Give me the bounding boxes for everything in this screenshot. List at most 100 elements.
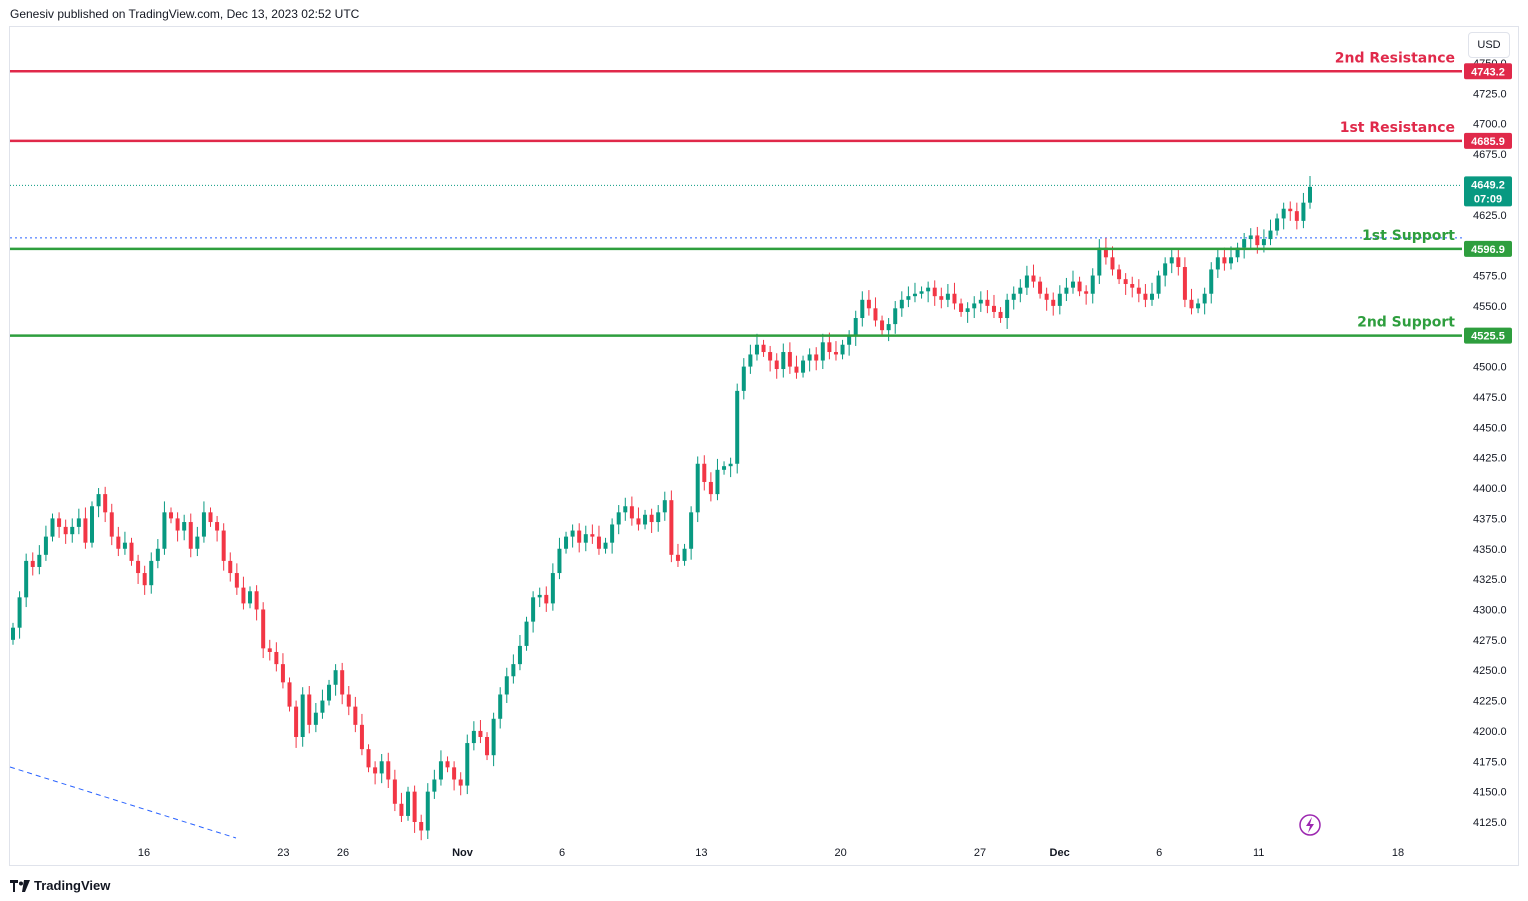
candle-body bbox=[590, 534, 595, 537]
candle-body bbox=[880, 320, 885, 331]
lightning-icon bbox=[1306, 817, 1314, 833]
price-axis-tick: 4150.0 bbox=[1473, 787, 1507, 799]
candle-body bbox=[340, 670, 345, 695]
candle-body bbox=[945, 293, 950, 300]
candle-body bbox=[1064, 287, 1069, 294]
price-axis-tick: 4725.0 bbox=[1473, 88, 1507, 100]
candle-body bbox=[754, 344, 759, 355]
candle-body bbox=[741, 366, 746, 391]
candle-body bbox=[1275, 218, 1280, 231]
candle-body bbox=[188, 522, 193, 549]
candle-body bbox=[1255, 235, 1260, 246]
candle-body bbox=[1169, 257, 1174, 264]
candle-body bbox=[1031, 275, 1036, 282]
candle-body bbox=[406, 791, 411, 816]
chart-frame[interactable] bbox=[9, 26, 1519, 866]
candle-body bbox=[320, 700, 325, 713]
candle-body bbox=[208, 512, 213, 523]
level-price-tag bbox=[1464, 132, 1512, 149]
candle-body bbox=[1261, 239, 1266, 246]
time-axis-tick: 16 bbox=[138, 847, 150, 859]
candle-body bbox=[577, 530, 582, 543]
price-axis-tick: 4575.0 bbox=[1473, 271, 1507, 283]
level-label: 1st Resistance bbox=[1340, 120, 1455, 136]
candle-body bbox=[623, 506, 628, 513]
level-label: 1st Support bbox=[1362, 228, 1455, 244]
candle-body bbox=[76, 518, 81, 527]
candle-body bbox=[1222, 257, 1227, 264]
candle-body bbox=[195, 536, 200, 549]
level-price-tag-label: 4743.2 bbox=[1471, 66, 1505, 78]
candle-body bbox=[485, 736, 490, 756]
candle-body bbox=[1294, 211, 1299, 221]
candle-body bbox=[1301, 202, 1306, 221]
candle-body bbox=[1143, 293, 1148, 300]
candle-body bbox=[675, 554, 680, 561]
candle-body bbox=[998, 311, 1003, 319]
candle-body bbox=[379, 761, 384, 774]
candle-body bbox=[169, 512, 174, 519]
candle-body bbox=[280, 664, 285, 683]
candle-body bbox=[570, 530, 575, 537]
candle-body bbox=[801, 360, 806, 373]
candle-body bbox=[761, 344, 766, 353]
candle-body bbox=[564, 536, 569, 549]
time-axis-tick: 6 bbox=[1156, 847, 1162, 859]
candle-body bbox=[1268, 230, 1273, 240]
candle-body bbox=[840, 344, 845, 355]
candle-body bbox=[662, 500, 667, 513]
candle-body bbox=[531, 597, 536, 622]
candle-body bbox=[1011, 293, 1016, 300]
candle-body bbox=[860, 299, 865, 319]
candle-body bbox=[1156, 275, 1161, 294]
candle-body bbox=[583, 534, 588, 543]
currency-button[interactable]: USD bbox=[1468, 32, 1510, 58]
candle-body bbox=[201, 512, 206, 537]
candle-body bbox=[610, 524, 615, 543]
candle-body bbox=[827, 342, 832, 353]
candle-body bbox=[162, 512, 167, 549]
candle-body bbox=[83, 518, 88, 543]
candle-body bbox=[465, 743, 470, 786]
footer-brand[interactable]: TradingView bbox=[10, 878, 110, 893]
candle-body bbox=[1196, 303, 1201, 309]
candle-body bbox=[1097, 247, 1102, 276]
candle-body bbox=[781, 352, 786, 370]
candle-body bbox=[386, 761, 391, 780]
candle-body bbox=[175, 518, 180, 531]
candle-body bbox=[399, 803, 404, 816]
candle-body bbox=[142, 573, 147, 586]
candle-body bbox=[491, 718, 496, 756]
candle-body bbox=[1281, 208, 1286, 219]
candle-body bbox=[511, 664, 516, 677]
candle-body bbox=[629, 506, 634, 519]
candle-body bbox=[155, 548, 160, 561]
candle-body bbox=[471, 730, 476, 744]
candle-body bbox=[820, 342, 825, 361]
candle-body bbox=[603, 542, 608, 549]
candle-body bbox=[248, 591, 253, 604]
candle-body bbox=[991, 305, 996, 312]
candle-body bbox=[294, 706, 299, 737]
time-axis-tick: 27 bbox=[974, 847, 986, 859]
candle-body bbox=[1228, 257, 1233, 264]
candle-body bbox=[392, 779, 397, 804]
candle-body bbox=[814, 354, 819, 361]
time-axis-tick: 23 bbox=[277, 847, 289, 859]
candle-body bbox=[1005, 299, 1010, 319]
candle-body bbox=[1090, 275, 1095, 294]
candle-body bbox=[715, 469, 720, 495]
candle-body bbox=[787, 352, 792, 367]
candle-body bbox=[1117, 269, 1122, 280]
last-price-value: 4649.2 bbox=[1471, 179, 1505, 191]
trend-line bbox=[9, 766, 237, 839]
candle-body bbox=[1018, 287, 1023, 294]
time-axis-tick: 18 bbox=[1392, 847, 1404, 859]
price-axis-tick: 4225.0 bbox=[1473, 696, 1507, 708]
candle-body bbox=[1209, 269, 1214, 294]
candle-body bbox=[794, 366, 799, 373]
price-axis-tick: 4275.0 bbox=[1473, 635, 1507, 647]
candle-body bbox=[893, 308, 898, 325]
candle-body bbox=[833, 352, 838, 355]
